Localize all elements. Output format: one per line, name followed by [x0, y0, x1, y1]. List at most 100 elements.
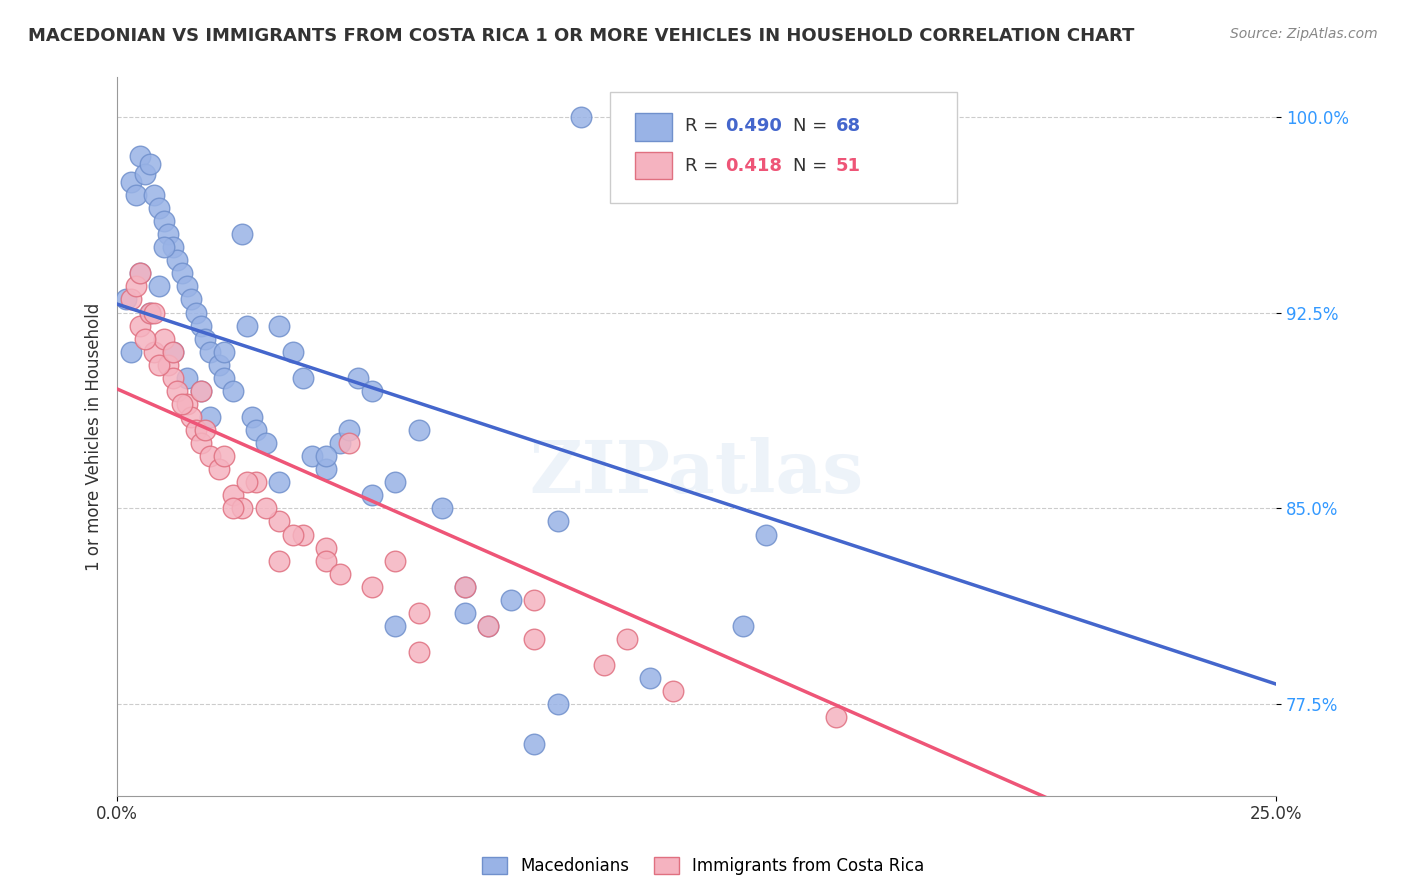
Point — [408, 606, 430, 620]
Point — [152, 332, 174, 346]
Point — [190, 318, 212, 333]
Point — [212, 449, 235, 463]
Point — [240, 409, 263, 424]
Point — [176, 279, 198, 293]
Point — [269, 515, 291, 529]
Text: N =: N = — [793, 117, 832, 136]
Text: 68: 68 — [835, 117, 860, 136]
Point — [593, 658, 616, 673]
Point — [143, 305, 166, 319]
Point — [384, 554, 406, 568]
Point — [231, 227, 253, 242]
Point — [283, 344, 305, 359]
Point — [709, 175, 731, 189]
Point — [222, 501, 245, 516]
Point — [172, 397, 194, 411]
Point — [430, 501, 453, 516]
Y-axis label: 1 or more Vehicles in Household: 1 or more Vehicles in Household — [86, 302, 103, 571]
Point — [190, 384, 212, 398]
Point — [291, 371, 314, 385]
Point — [569, 110, 592, 124]
Point — [212, 371, 235, 385]
Point — [222, 384, 245, 398]
Point — [315, 541, 337, 555]
Text: 0.418: 0.418 — [725, 157, 783, 175]
Point — [194, 332, 217, 346]
Point — [138, 305, 160, 319]
Point — [148, 201, 170, 215]
Legend: Macedonians, Immigrants from Costa Rica: Macedonians, Immigrants from Costa Rica — [474, 849, 932, 884]
Point — [501, 592, 523, 607]
Point — [662, 122, 685, 136]
Point — [801, 136, 824, 150]
Point — [291, 527, 314, 541]
Point — [408, 645, 430, 659]
Point — [640, 671, 662, 685]
Text: ZIPatlas: ZIPatlas — [530, 437, 863, 508]
Point — [301, 449, 323, 463]
Point — [236, 318, 259, 333]
Point — [662, 684, 685, 698]
Text: MACEDONIAN VS IMMIGRANTS FROM COSTA RICA 1 OR MORE VEHICLES IN HOUSEHOLD CORRELA: MACEDONIAN VS IMMIGRANTS FROM COSTA RICA… — [28, 27, 1135, 45]
Point — [384, 475, 406, 490]
Point — [120, 175, 142, 189]
Point — [152, 214, 174, 228]
Point — [208, 462, 231, 476]
Point — [194, 423, 217, 437]
Point — [269, 554, 291, 568]
Text: R =: R = — [685, 117, 724, 136]
Point — [115, 293, 138, 307]
Point — [166, 253, 188, 268]
Point — [190, 384, 212, 398]
Point — [361, 384, 384, 398]
Point — [162, 371, 184, 385]
Point — [148, 358, 170, 372]
Point — [129, 266, 152, 280]
Point — [120, 344, 142, 359]
Point — [824, 710, 846, 724]
Point — [198, 344, 221, 359]
Point — [329, 436, 352, 450]
Point — [361, 488, 384, 502]
Point — [198, 449, 221, 463]
Point — [138, 156, 160, 170]
Point — [162, 344, 184, 359]
Text: 0.490: 0.490 — [725, 117, 783, 136]
Point — [129, 318, 152, 333]
Point — [125, 188, 148, 202]
Point — [616, 632, 638, 646]
Point — [138, 305, 160, 319]
Point — [269, 318, 291, 333]
Point — [212, 344, 235, 359]
Point — [547, 698, 569, 712]
Point — [125, 279, 148, 293]
Point — [166, 384, 188, 398]
Point — [755, 527, 778, 541]
Point — [134, 332, 156, 346]
Text: N =: N = — [793, 157, 832, 175]
Point — [269, 475, 291, 490]
Point — [731, 619, 754, 633]
FancyBboxPatch shape — [610, 92, 957, 203]
Text: 51: 51 — [835, 157, 860, 175]
Text: R =: R = — [685, 157, 724, 175]
Point — [477, 619, 499, 633]
Point — [755, 96, 778, 111]
Point — [315, 554, 337, 568]
Point — [283, 527, 305, 541]
Point — [523, 737, 546, 751]
Point — [347, 371, 370, 385]
Point — [184, 305, 207, 319]
Point — [329, 566, 352, 581]
Point — [198, 409, 221, 424]
Point — [315, 462, 337, 476]
Point — [547, 515, 569, 529]
Point — [337, 423, 360, 437]
Point — [190, 436, 212, 450]
Point — [477, 619, 499, 633]
FancyBboxPatch shape — [636, 153, 672, 179]
Point — [616, 161, 638, 176]
Point — [172, 266, 194, 280]
Point — [129, 149, 152, 163]
Point — [162, 344, 184, 359]
